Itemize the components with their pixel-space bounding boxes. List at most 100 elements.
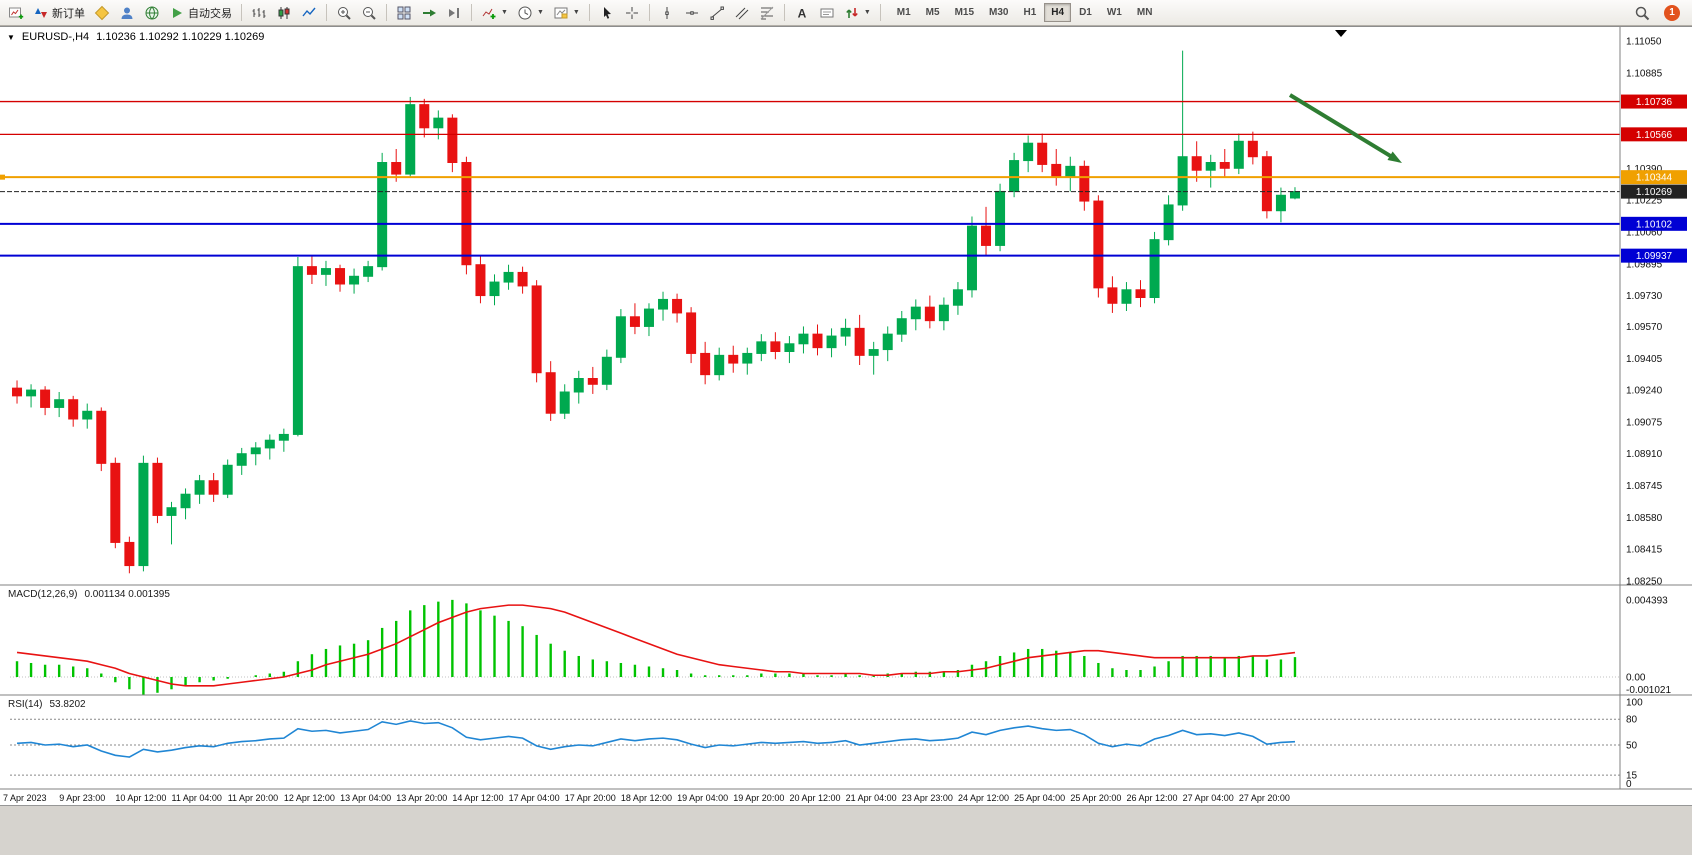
line-chart-type-button[interactable] xyxy=(297,2,321,24)
timeframe-m5[interactable]: M5 xyxy=(919,3,947,22)
label-button[interactable] xyxy=(815,2,839,24)
play-icon xyxy=(173,7,182,18)
svg-text:11 Apr 04:00: 11 Apr 04:00 xyxy=(172,793,222,803)
crosshair-button[interactable] xyxy=(620,2,644,24)
time-axis-area[interactable] xyxy=(0,789,1692,806)
text-icon: A xyxy=(797,6,806,20)
svg-text:0.00: 0.00 xyxy=(1626,673,1646,684)
fibonacci-icon xyxy=(760,6,774,19)
svg-text:1.09570: 1.09570 xyxy=(1626,322,1663,333)
periods-button[interactable]: ▼ xyxy=(513,2,548,24)
svg-text:1.10885: 1.10885 xyxy=(1626,68,1663,79)
price-badge-label: 1.10344 xyxy=(1636,173,1673,184)
timeframe-m15[interactable]: M15 xyxy=(948,3,981,22)
trendline-button[interactable] xyxy=(705,2,729,24)
timeframe-h4[interactable]: H4 xyxy=(1044,3,1072,22)
indicators-button[interactable]: ▼ xyxy=(477,2,512,24)
arrows-button[interactable]: ▼ xyxy=(840,2,875,24)
tile-windows-button[interactable] xyxy=(392,2,416,24)
svg-text:26 Apr 12:00: 26 Apr 12:00 xyxy=(1127,793,1178,803)
zoom-in-button[interactable] xyxy=(332,2,356,24)
svg-text:25 Apr 04:00: 25 Apr 04:00 xyxy=(1014,793,1065,803)
timeframe-mn[interactable]: MN xyxy=(1130,3,1160,22)
toolbar-separator xyxy=(241,4,242,21)
text-button[interactable]: A xyxy=(790,2,814,24)
annotation-arrow[interactable] xyxy=(1288,93,1395,160)
fibonacci-button[interactable] xyxy=(755,2,779,24)
svg-text:24 Apr 12:00: 24 Apr 12:00 xyxy=(958,793,1009,803)
search-button[interactable] xyxy=(1630,2,1654,24)
metaeditor-button[interactable] xyxy=(90,2,114,24)
svg-text:9 Apr 23:00: 9 Apr 23:00 xyxy=(59,793,105,803)
price-badge xyxy=(1621,184,1687,199)
templates-button[interactable]: ▼ xyxy=(549,2,584,24)
channel-button[interactable] xyxy=(730,2,754,24)
toolbar-separator xyxy=(879,4,881,21)
chart-ohlc-values: 1.10236 1.10292 1.10229 1.10269 xyxy=(96,31,265,43)
svg-text:7 Apr 2023: 7 Apr 2023 xyxy=(3,793,47,803)
horizontal-line-button[interactable] xyxy=(680,2,704,24)
community-button[interactable] xyxy=(115,2,139,24)
svg-text:20 Apr 12:00: 20 Apr 12:00 xyxy=(789,793,840,803)
timeframe-m1[interactable]: M1 xyxy=(890,3,918,22)
zoom-out-icon xyxy=(363,6,376,20)
svg-text:1.10390: 1.10390 xyxy=(1626,164,1663,175)
tile-windows-icon xyxy=(397,6,411,19)
svg-text:17 Apr 20:00: 17 Apr 20:00 xyxy=(565,793,616,803)
toolbar-separator xyxy=(783,4,785,21)
chart-menu-icon[interactable]: ▼ xyxy=(7,32,15,42)
globe-icon xyxy=(145,6,159,19)
chart-shift-marker[interactable] xyxy=(1335,30,1347,37)
rsi-panel-label: RSI(14) 53.8202 xyxy=(8,699,86,710)
rsi-line xyxy=(16,720,1296,758)
price-badge xyxy=(1621,248,1687,263)
price-badge xyxy=(1621,170,1687,185)
indicators-icon xyxy=(482,8,496,19)
auto-scroll-button[interactable] xyxy=(417,2,441,24)
template-icon xyxy=(554,7,568,18)
price-axis-area[interactable] xyxy=(1620,27,1692,789)
toolbar-separator xyxy=(471,4,472,21)
svg-text:10 Apr 12:00: 10 Apr 12:00 xyxy=(115,793,166,803)
timeframe-m30[interactable]: M30 xyxy=(982,3,1015,22)
svg-text:25 Apr 20:00: 25 Apr 20:00 xyxy=(1070,793,1121,803)
svg-text:1.09895: 1.09895 xyxy=(1626,259,1663,270)
svg-text:14 Apr 12:00: 14 Apr 12:00 xyxy=(452,793,503,803)
timeframe-d1[interactable]: D1 xyxy=(1072,3,1099,22)
line-handle[interactable] xyxy=(0,174,5,180)
chart-canvas[interactable]: 1.110501.108851.107201.103901.102251.100… xyxy=(0,27,1692,806)
toolbar-separator xyxy=(588,4,590,21)
svg-text:1.09730: 1.09730 xyxy=(1626,291,1663,302)
svg-text:80: 80 xyxy=(1626,715,1638,726)
market-button[interactable] xyxy=(140,2,164,24)
timeframe-w1[interactable]: W1 xyxy=(1100,3,1129,22)
price-level-lines: 1.10736 1.10566 1.10344 1.10269 1.10102 1.099… xyxy=(0,94,1687,263)
new-chart-button[interactable] xyxy=(4,2,28,24)
chart-plot-area[interactable] xyxy=(0,27,1620,789)
svg-text:0: 0 xyxy=(1626,779,1632,790)
svg-text:1.09240: 1.09240 xyxy=(1626,386,1663,397)
macd-scale: 0.004393 0.00-0.001021 xyxy=(1626,596,1671,697)
candlestick-chart-type-button[interactable] xyxy=(272,2,296,24)
toolbar: 新订单 自动交易 ▼ ▼ xyxy=(0,0,1692,26)
rsi-value: 53.8202 xyxy=(49,699,86,710)
vertical-line-icon xyxy=(665,6,669,19)
timeframe-group: M1 M5 M15 M30 H1 H4 D1 W1 MN xyxy=(890,3,1160,22)
zoom-out-button[interactable] xyxy=(357,2,381,24)
new-order-button[interactable]: 新订单 xyxy=(29,2,89,24)
zoom-in-icon xyxy=(338,6,351,20)
bar-chart-type-button[interactable] xyxy=(247,2,271,24)
chart-window: 1.110501.108851.107201.103901.102251.100… xyxy=(0,26,1692,806)
auto-trading-button[interactable]: 自动交易 xyxy=(165,2,236,24)
svg-text:0.004393: 0.004393 xyxy=(1626,596,1668,607)
chart-shift-button[interactable] xyxy=(442,2,466,24)
svg-text:18 Apr 12:00: 18 Apr 12:00 xyxy=(621,793,672,803)
svg-text:19 Apr 04:00: 19 Apr 04:00 xyxy=(677,793,728,803)
notification-badge[interactable]: 1 xyxy=(1664,4,1680,21)
new-order-icon xyxy=(35,7,47,18)
cursor-button[interactable] xyxy=(595,2,619,24)
macd-name: MACD(12,26,9) xyxy=(8,589,78,600)
vertical-line-button[interactable] xyxy=(655,2,679,24)
macd-histogram xyxy=(15,599,1297,695)
timeframe-h1[interactable]: H1 xyxy=(1016,3,1043,22)
